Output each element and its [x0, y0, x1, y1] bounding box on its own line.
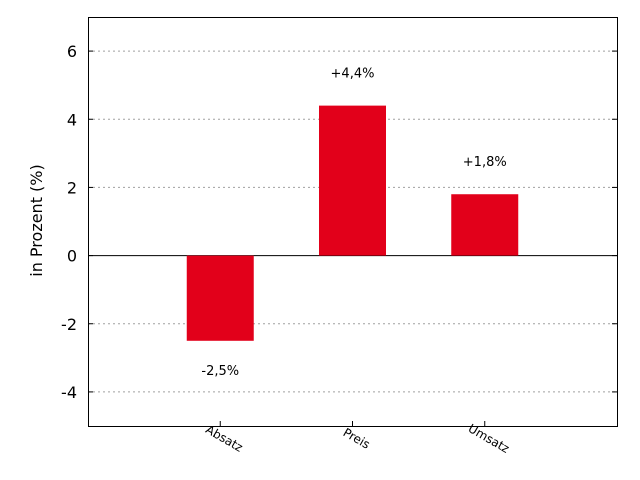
y-axis-ticks: -4 -2 0 2 4 6	[61, 42, 617, 402]
y-tick-label: 4	[67, 110, 77, 129]
y-tick-label: 2	[67, 178, 77, 197]
bar-preis	[319, 105, 386, 256]
y-tick-label: 0	[67, 247, 77, 266]
data-label: +4,4%	[331, 67, 375, 82]
plot-area-frame	[88, 17, 618, 427]
data-label: -2,5%	[201, 364, 239, 379]
bars	[186, 105, 519, 341]
bar-umsatz	[451, 194, 519, 256]
y-axis-title: in Prozent (%)	[27, 164, 46, 276]
data-label: +1,8%	[463, 155, 507, 170]
data-labels: -2,5% +4,4% +1,8%	[201, 67, 506, 379]
x-tick-label: Absatz	[203, 422, 245, 454]
y-tick-label: -4	[61, 383, 77, 402]
x-tick-label: Preis	[341, 425, 373, 451]
bar-absatz	[186, 255, 254, 341]
grid-lines	[88, 50, 617, 393]
y-tick-label: -2	[61, 315, 77, 334]
y-tick-label: 6	[67, 42, 77, 61]
